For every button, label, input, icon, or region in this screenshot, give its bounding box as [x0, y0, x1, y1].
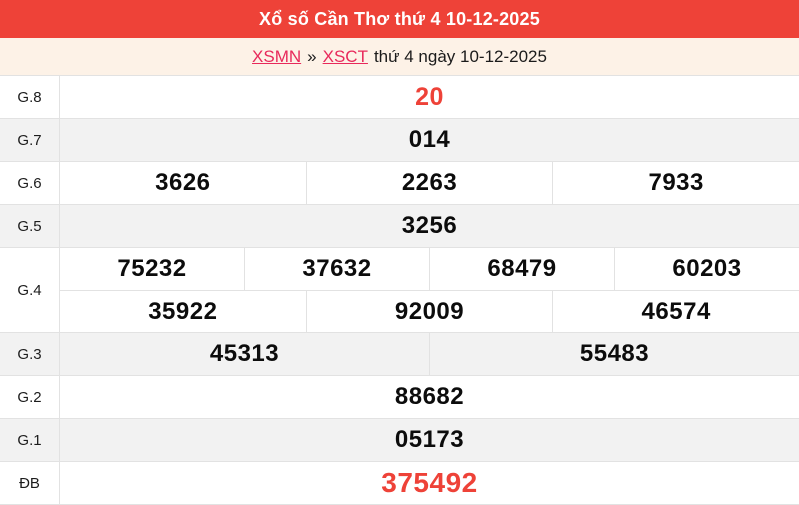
prize-subrow: 45313 55483	[60, 333, 799, 375]
page-title: Xổ số Cần Thơ thứ 4 10-12-2025	[259, 8, 540, 29]
prize-number: 68479	[429, 248, 614, 290]
prize-label: G.5	[0, 205, 60, 247]
prize-number: 92009	[305, 291, 553, 332]
prize-values: 20	[60, 76, 799, 118]
prize-row-g5: G.5 3256	[0, 205, 799, 248]
prize-subrow: 3626 2263 7933	[60, 162, 799, 204]
prize-number: 05173	[394, 426, 465, 453]
prize-values: 3626 2263 7933	[60, 162, 799, 204]
breadcrumb-link-xsmn[interactable]: XSMN	[252, 46, 302, 66]
breadcrumb-link-xsct[interactable]: XSCT	[322, 46, 368, 66]
prize-label: G.6	[0, 162, 60, 204]
prize-number: 46574	[552, 291, 799, 332]
results-table: G.8 20 G.7 014 G.6 3626 2263 7933 G.5	[0, 75, 799, 505]
prize-row-g4: G.4 75232 37632 68479 60203 35922 92009 …	[0, 248, 799, 333]
prize-label: G.1	[0, 419, 60, 461]
prize-number: 45313	[209, 340, 280, 367]
prize-row-g7: G.7 014	[0, 119, 799, 162]
prize-subrow: 014	[60, 119, 799, 161]
prize-values: 75232 37632 68479 60203 35922 92009 4657…	[60, 248, 799, 332]
prize-subrow: 20	[60, 76, 799, 118]
prize-subrow: 88682	[60, 376, 799, 418]
prize-row-g6: G.6 3626 2263 7933	[0, 162, 799, 205]
prize-number: 20	[415, 82, 444, 111]
prize-number: 375492	[381, 467, 478, 498]
prize-number: 2263	[305, 162, 553, 204]
prize-values: 375492	[60, 462, 799, 504]
breadcrumb: XSMN » XSCT thứ 4 ngày 10-12-2025	[0, 38, 799, 75]
prize-number: 3256	[401, 212, 458, 239]
prize-number: 60203	[614, 248, 799, 290]
prize-subrow: 05173	[60, 419, 799, 461]
prize-number: 88682	[394, 383, 465, 410]
prize-number: 7933	[552, 162, 799, 204]
prize-number: 35922	[148, 297, 218, 325]
prize-row-g1: G.1 05173	[0, 419, 799, 462]
prize-subrow: 3256	[60, 205, 799, 247]
prize-values: 45313 55483	[60, 333, 799, 375]
prize-subrow: 375492	[60, 462, 799, 504]
prize-label: G.3	[0, 333, 60, 375]
prize-label: G.8	[0, 76, 60, 118]
title-bar: Xổ số Cần Thơ thứ 4 10-12-2025	[0, 0, 799, 38]
prize-row-g2: G.2 88682	[0, 376, 799, 419]
prize-label: G.7	[0, 119, 60, 161]
prize-values: 3256	[60, 205, 799, 247]
breadcrumb-separator: »	[307, 46, 317, 66]
prize-number: 75232	[117, 255, 187, 282]
prize-label: G.4	[0, 248, 60, 332]
prize-number: 3626	[155, 169, 211, 196]
breadcrumb-date-text: thứ 4 ngày 10-12-2025	[373, 46, 547, 66]
prize-number: 55483	[429, 333, 799, 375]
prize-values: 05173	[60, 419, 799, 461]
prize-row-g8: G.8 20	[0, 76, 799, 119]
prize-row-db: ĐB 375492	[0, 462, 799, 505]
prize-label: G.2	[0, 376, 60, 418]
prize-row-g3: G.3 45313 55483	[0, 333, 799, 376]
prize-number: 014	[408, 126, 451, 153]
prize-subrow: 35922 92009 46574	[60, 290, 799, 332]
prize-subrow: 75232 37632 68479 60203	[60, 248, 799, 290]
prize-values: 88682	[60, 376, 799, 418]
prize-label: ĐB	[0, 462, 60, 504]
prize-values: 014	[60, 119, 799, 161]
prize-number: 37632	[244, 248, 429, 290]
